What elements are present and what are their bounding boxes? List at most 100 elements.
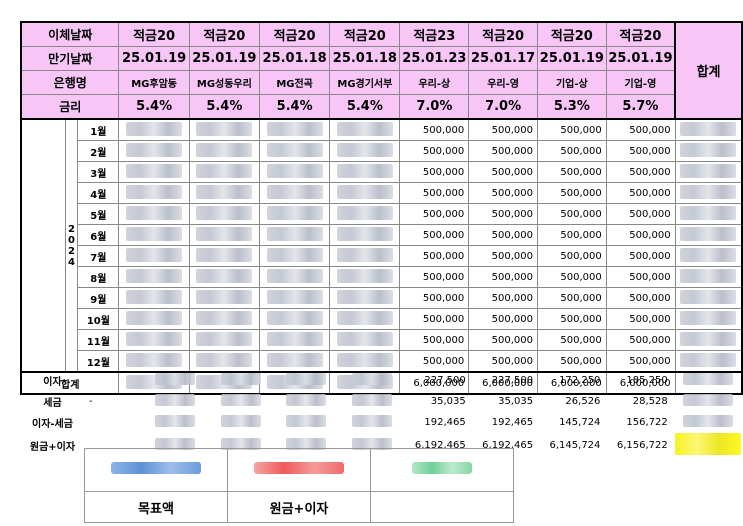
redacted-cell [118,140,190,162]
dash-cell [85,412,142,433]
header-cell-rate: 7.0% [399,94,470,120]
redacted-cell [142,412,208,433]
redacted-cell [329,203,401,225]
redacted-cell [329,118,401,141]
monthly-amount: 500,000 [468,118,538,141]
principal-interest-label: 원금+이자 [227,491,371,523]
monthly-amount: 500,000 [605,224,676,246]
redacted-cell [329,182,401,204]
redacted-cell [273,391,339,412]
redacted-cell [329,287,401,309]
monthly-amount: 500,000 [536,224,607,246]
redacted-cell [118,350,190,373]
header-row-type: 이체날짜 적금20 적금20 적금20 적금20 적금23 적금20 적금20 적금20 합계 [20,21,743,120]
month-label: 3월 [77,161,120,183]
header-cell-rate: 5.7% [605,94,676,120]
redacted-cell [258,224,331,246]
summary-value: 172,250 [559,375,601,386]
monthly-amount: 500,000 [399,245,470,267]
month-label: 7월 [77,245,120,267]
redacted-cell [208,412,274,433]
header-cell-type: 적금20 [605,21,676,47]
redacted-cell [188,182,260,204]
header-cell-maturity: 25.01.23 [399,46,470,71]
summary-value: 192,465 [491,417,534,428]
redacted-cell [188,287,260,309]
redacted-cell [188,308,260,330]
month-row: 3월 500,000 500,000 500,000 500,000 [21,161,743,183]
header-cell-type: 적금20 [468,21,538,47]
monthly-amount: 500,000 [536,308,607,330]
summary-row-interest: 이자 227,500 227,500 172,250 185,250 [20,370,743,391]
header-cell-maturity: 25.01.19 [605,46,676,71]
header-cell-rate: 5.3% [536,94,607,120]
monthly-amount: 500,000 [605,140,676,162]
redacted-cell [188,245,260,267]
redacted-cell [188,203,260,225]
header-cell-rate: 7.0% [468,94,538,120]
row-label: 이자 [43,377,62,388]
monthly-amount: 500,000 [399,118,470,141]
monthly-amount: 500,000 [605,287,676,309]
header-cell-bank: MG성동우리 [188,70,260,95]
header-cell-type: 적금20 [536,21,607,47]
redacted-cell [339,433,405,458]
sum-value: 6,000,000 [605,371,676,395]
redacted-total [674,245,743,267]
header-cell-bank: 기업-영 [605,70,676,95]
summary-row-principal_interest: 원금+이자 6,192,465 6,192,465 6,145,724 6,156,72… [20,433,743,458]
summary-value: 35,035 [430,396,466,407]
redacted-total [674,182,743,204]
month-label: 6월 [77,224,120,246]
header-cell-rate: 5.4% [258,94,331,120]
monthly-amount: 500,000 [468,329,538,351]
difference-value [370,448,514,492]
row-label: 세금 [43,398,62,409]
redacted-cell [329,140,401,162]
redacted-cell [258,182,331,204]
monthly-amount: 500,000 [605,266,676,288]
month-label: 8월 [77,266,120,288]
monthly-amount: 500,000 [468,182,538,204]
header-row-maturity: 만기날짜 25.01.19 25.01.19 25.01.18 25.01.18 25.0… [20,46,742,71]
monthly-amount: 500,000 [605,118,676,141]
month-row: 9월 500,000 500,000 500,000 500,000 [21,287,743,309]
header-label: 은행명 [20,70,120,95]
monthly-amount: 500,000 [399,182,470,204]
header-cell-bank: MG경기서부 [329,70,401,95]
monthly-amount: 500,000 [605,329,676,351]
monthly-amount: 500,000 [468,266,538,288]
summary-value: 6,145,724 [549,440,601,451]
redacted-cell [329,308,401,330]
redacted-cell [118,118,190,141]
summary-value: 6,156,722 [616,440,668,451]
monthly-amount: 500,000 [536,182,607,204]
savings-table: 이체날짜 적금20 적금20 적금20 적금20 적금23 적금20 적금20 적금20 합계 만기… [19,21,743,395]
redacted-cell [273,370,339,391]
header-label: 금리 [20,94,120,120]
redacted-cell [258,203,331,225]
redacted-cell [118,161,190,183]
summary-value: 35,035 [498,396,534,407]
redacted-cell [188,140,260,162]
redacted-total [674,118,743,141]
header-cell-bank: 우리-영 [468,70,538,95]
header-cell-type: 적금20 [118,21,190,47]
monthly-amount: 500,000 [605,350,676,373]
month-label: 9월 [77,287,120,309]
monthly-amount: 500,000 [399,266,470,288]
redacted-cell [188,224,260,246]
month-label: 10월 [77,308,120,330]
monthly-amount: 500,000 [468,161,538,183]
month-row: 2월 500,000 500,000 500,000 500,000 [21,140,743,162]
redacted-total [674,161,743,183]
empty-cell [370,491,514,523]
summary-value: 145,724 [559,417,601,428]
goal-summary-box: 목표액 원금+이자 [84,448,514,523]
monthly-amount: 500,000 [399,140,470,162]
header-cell-maturity: 25.01.18 [258,46,331,71]
redacted-cell [258,350,331,373]
redacted-cell [258,308,331,330]
month-label: 4월 [77,182,120,204]
redacted-total [674,350,743,373]
